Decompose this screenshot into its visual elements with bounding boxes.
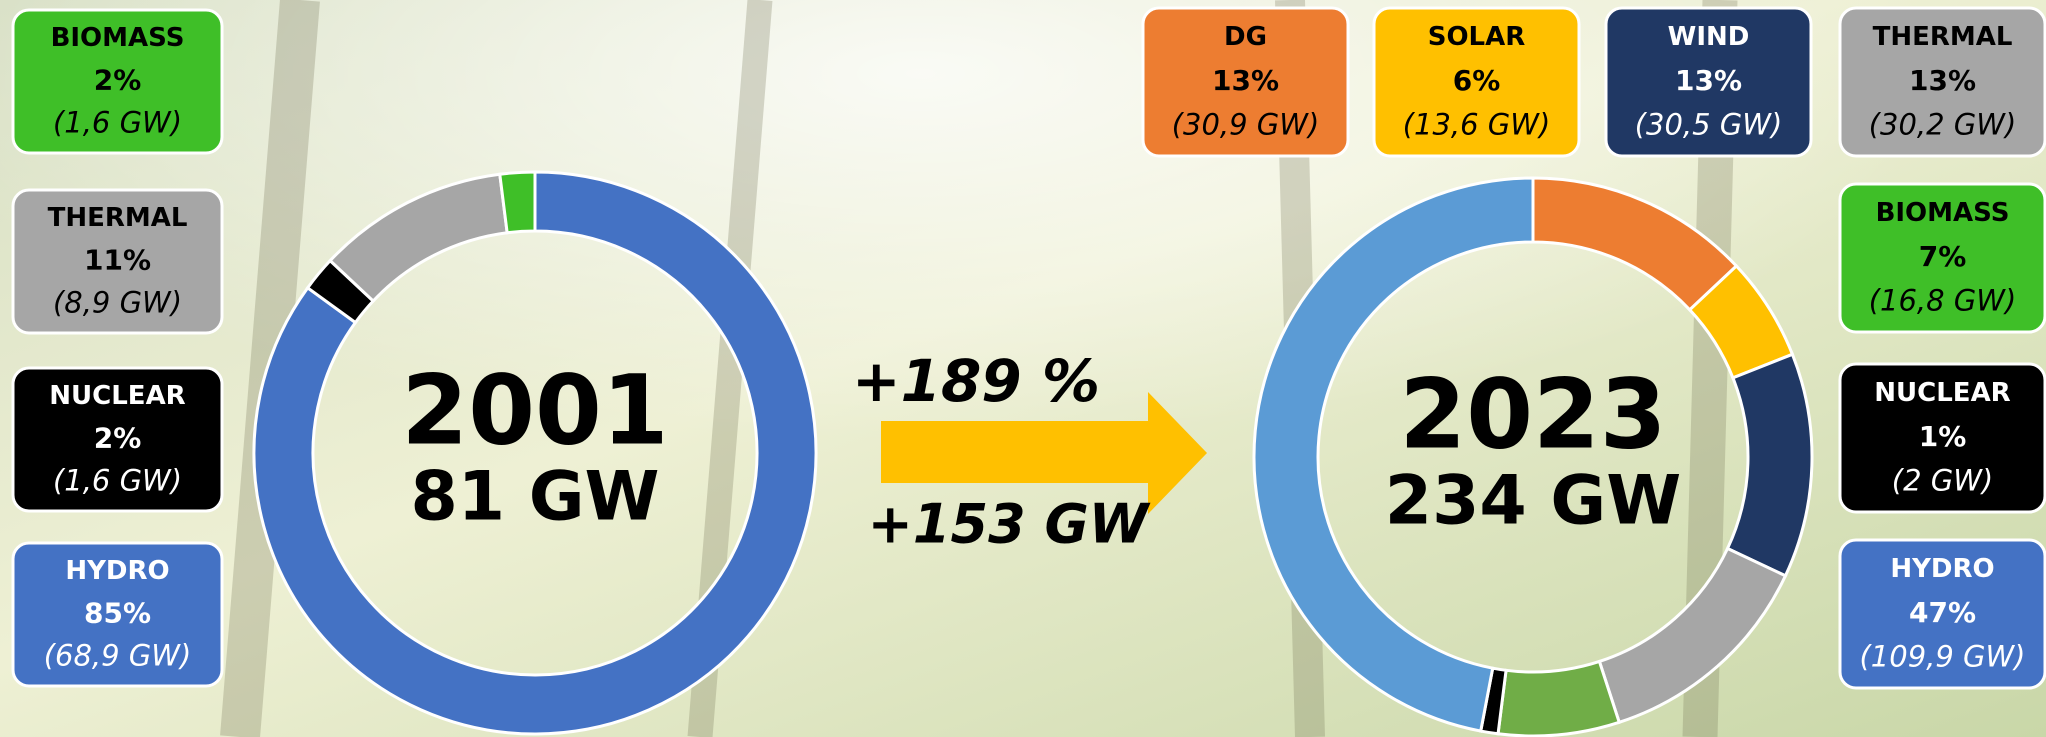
legend-capacity: (2 GW) (1892, 463, 1993, 497)
legend-box: THERMAL 11% (8,9 GW) (13, 190, 222, 333)
legend-percent: 6% (1453, 64, 1501, 97)
legend-name: NUCLEAR (49, 381, 185, 411)
growth-capacity: +153 GW (868, 493, 1151, 556)
legend-capacity: (30,5 GW) (1635, 107, 1783, 141)
legend-name: WIND (1668, 22, 1750, 52)
legend-percent: 47% (1909, 596, 1976, 629)
center-year: 2023 (1399, 358, 1666, 470)
legend-capacity: (1,6 GW) (53, 463, 182, 497)
legend-capacity: (109,9 GW) (1859, 639, 2025, 673)
page: +189 % +153 GW HYDRO 85% (68,9 GW) NUCLEAR 2… (0, 0, 2046, 737)
center-year: 2001 (401, 354, 668, 466)
legend-percent: 85% (84, 597, 151, 630)
legend-percent: 13% (1675, 64, 1742, 97)
legend-box: NUCLEAR 2% (1,6 GW) (13, 368, 222, 511)
legend-name: HYDRO (1890, 554, 1994, 584)
legend-name: SOLAR (1428, 22, 1526, 52)
legend-name: THERMAL (48, 203, 188, 233)
center-total: 81 GW (410, 458, 659, 537)
legend-box: NUCLEAR 1% (2 GW) (1840, 364, 2045, 512)
legend-capacity: (30,2 GW) (1869, 107, 2017, 141)
legend-box: SOLAR 6% (13,6 GW) (1374, 8, 1579, 156)
legend-box: WIND 13% (30,5 GW) (1606, 8, 1811, 156)
legend-box: HYDRO 85% (68,9 GW) (13, 543, 222, 686)
growth-percent: +189 % (852, 347, 1100, 415)
legend-capacity: (30,9 GW) (1172, 107, 1320, 141)
legend-name: HYDRO (65, 556, 169, 586)
legend-capacity: (1,6 GW) (53, 105, 182, 139)
legend-percent: 13% (1909, 64, 1976, 97)
legend-box: THERMAL 13% (30,2 GW) (1840, 8, 2045, 156)
legend-percent: 11% (84, 244, 151, 277)
legend-box: HYDRO 47% (109,9 GW) (1840, 540, 2045, 688)
legend-percent: 2% (94, 64, 142, 97)
legend-name: DG (1224, 22, 1267, 52)
donut-slice (500, 172, 535, 233)
legend-box: DG 13% (30,9 GW) (1143, 8, 1348, 156)
legend-capacity: (13,6 GW) (1403, 107, 1551, 141)
legend-name: BIOMASS (1876, 198, 2010, 228)
legend-percent: 7% (1919, 240, 1967, 273)
legend-percent: 1% (1919, 420, 1967, 453)
legend-capacity: (68,9 GW) (44, 638, 192, 672)
legend-percent: 13% (1212, 64, 1279, 97)
legend-capacity: (8,9 GW) (53, 285, 182, 319)
legend-capacity: (16,8 GW) (1869, 283, 2017, 317)
infographic: +189 % +153 GW HYDRO 85% (68,9 GW) NUCLEAR 2… (0, 0, 2046, 737)
legend-name: NUCLEAR (1874, 378, 2010, 408)
legend-box: BIOMASS 7% (16,8 GW) (1840, 184, 2045, 332)
legend-name: THERMAL (1873, 22, 2013, 52)
legend-percent: 2% (94, 422, 142, 455)
center-total: 234 GW (1385, 462, 1681, 541)
legend-name: BIOMASS (51, 23, 185, 53)
legend-box: BIOMASS 2% (1,6 GW) (13, 10, 222, 153)
donut-slice (1498, 661, 1619, 736)
